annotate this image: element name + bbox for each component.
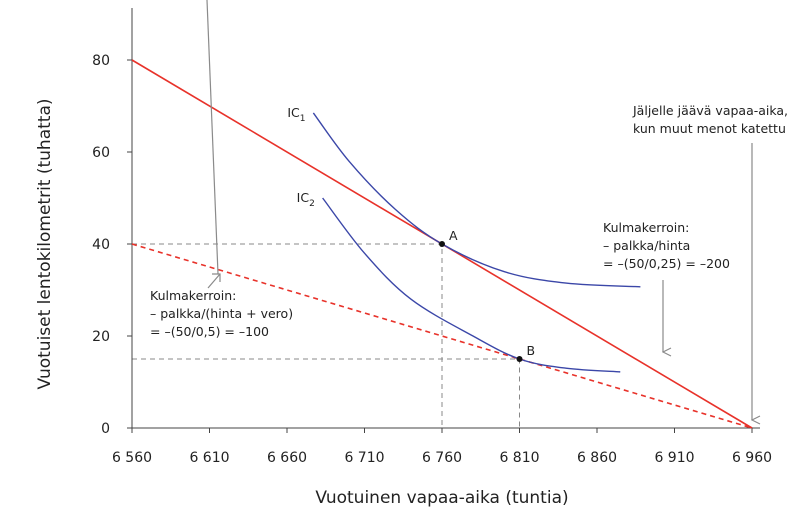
point-label-A: A xyxy=(449,228,458,243)
point-B xyxy=(516,356,523,362)
x-tick-label: 6 560 xyxy=(112,450,152,466)
y-tick-label: 80 xyxy=(92,53,110,69)
x-axis-label: Vuotuinen vapaa-aika (tuntia) xyxy=(315,488,568,508)
slope2-annotation: Kulmakerroin: – palkka/(hinta + vero) = … xyxy=(150,0,293,339)
indifference-curve-1 xyxy=(312,112,641,288)
y-tick-label: 40 xyxy=(92,237,110,253)
slope2-arrow xyxy=(207,273,221,289)
svg-text:– palkka/hinta: – palkka/hinta xyxy=(603,238,690,253)
x-tick-label: 6 860 xyxy=(577,450,617,466)
indifference-curve-2 xyxy=(322,197,621,373)
y-tick-label: 0 xyxy=(101,421,110,437)
svg-text:Jäljelle jäävä vapaa-aika,: Jäljelle jäävä vapaa-aika, xyxy=(632,103,788,118)
y-axis-label: Vuotuiset lentokilometrit (tuhatta) xyxy=(35,98,55,389)
x-tick-label: 6 760 xyxy=(422,450,462,466)
slope2-arrow xyxy=(206,0,219,275)
svg-text:Kulmakerroin:: Kulmakerroin: xyxy=(150,288,236,303)
point-label-B: B xyxy=(527,343,536,358)
x-tick-label: 6 810 xyxy=(499,450,539,466)
point-A xyxy=(439,241,445,247)
x-tick-label: 6 710 xyxy=(344,450,384,466)
svg-text:= –(50/0,25) = –200: = –(50/0,25) = –200 xyxy=(603,256,730,271)
axes xyxy=(131,8,760,429)
curve-label-ic1: IC1 xyxy=(287,105,305,124)
x-tick-label: 6 910 xyxy=(654,450,694,466)
y-tick-label: 60 xyxy=(92,145,110,161)
x-tick-label: 6 660 xyxy=(267,450,307,466)
x-tick-label: 6 960 xyxy=(732,450,772,466)
svg-text:kun muut menot katettu: kun muut menot katettu xyxy=(633,121,786,136)
curve-label-ic2: IC2 xyxy=(297,190,315,209)
endpoint-annotation: Jäljelle jäävä vapaa-aika, kun muut meno… xyxy=(632,103,788,420)
guide-B xyxy=(132,358,520,428)
svg-text:Kulmakerroin:: Kulmakerroin: xyxy=(603,220,689,235)
x-tick-label: 6 610 xyxy=(189,450,229,466)
svg-text:– palkka/(hinta + vero): – palkka/(hinta + vero) xyxy=(150,306,293,321)
svg-text:= –(50/0,5) = –100: = –(50/0,5) = –100 xyxy=(150,324,269,339)
slope1-annotation: Kulmakerroin: – palkka/hinta = –(50/0,25… xyxy=(603,220,730,352)
y-tick-label: 20 xyxy=(92,329,110,345)
